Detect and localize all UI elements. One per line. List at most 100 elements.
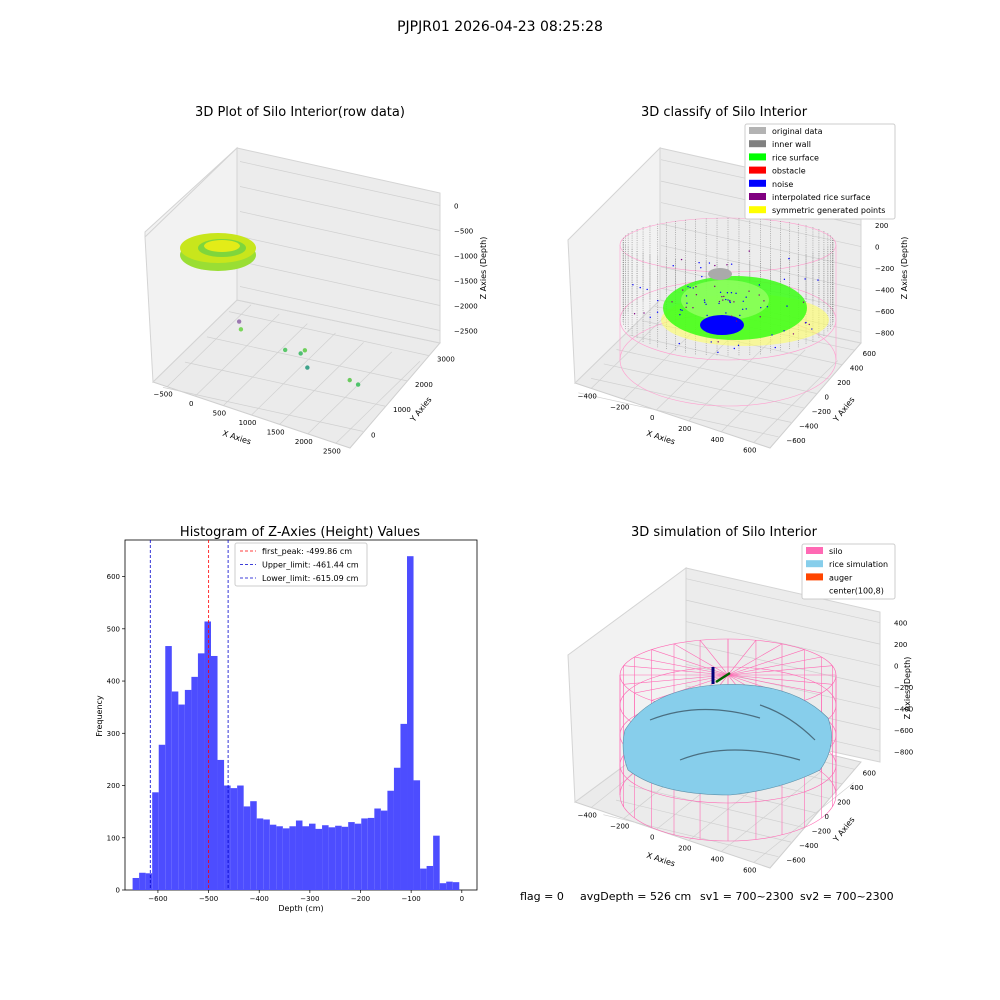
panel2-xtick: 0: [650, 414, 654, 422]
panel2-legend-swatch: [749, 166, 766, 174]
histogram-xtick: 0: [460, 895, 464, 903]
histogram-bar: [165, 646, 172, 890]
histogram-bar: [335, 825, 342, 890]
histogram-bar: [452, 882, 460, 890]
panel2-noise-point: [733, 301, 735, 303]
footer-sv2: sv2 = 700~2300: [800, 890, 894, 903]
histogram-bar: [413, 780, 421, 890]
panel4-ztick: 200: [894, 641, 907, 649]
panel4-ytick: −400: [799, 842, 818, 850]
panel1-title: 3D Plot of Silo Interior(row data): [195, 105, 405, 120]
panel4-xtick: 200: [678, 845, 691, 853]
histogram-bar: [341, 826, 349, 890]
panel-classify-3d: 3D classify of Silo Interior −400 −200 0 20…: [567, 105, 909, 455]
panel2-ytick: −400: [799, 422, 818, 430]
panel4-surface-shading: [649, 704, 816, 761]
panel1-outlier-point: [282, 347, 288, 353]
histogram-bar: [282, 828, 290, 890]
panel2-noise-point: [717, 351, 719, 354]
panel2-xtick: −200: [610, 403, 629, 411]
histogram-xtick: −400: [250, 895, 269, 903]
panel4-legend-swatch: [806, 560, 823, 568]
panel4-zlabel: Z Axies (Depth): [903, 657, 912, 720]
panel2-noise-point: [739, 314, 741, 317]
panel3-vlines: [149, 540, 229, 890]
panel2-legend-label: symmetric generated points: [772, 206, 885, 215]
panel2-noise-point: [657, 299, 659, 302]
panel1-ring-inner-top: [204, 240, 240, 252]
histogram-bar: [328, 827, 336, 890]
histogram-bar: [276, 826, 283, 890]
panel4-ztick: −800: [894, 748, 913, 756]
panel3-ylabel: Frequency: [95, 695, 104, 737]
panel2-noise-point: [723, 318, 725, 321]
panel1-ytick: 2000: [415, 381, 433, 389]
panel2-noise-point: [714, 285, 716, 288]
panel2-noise-point: [672, 265, 674, 267]
panel2-noise-point: [719, 291, 722, 294]
panel2-noise-point: [704, 301, 706, 304]
panel2-noise-point: [811, 328, 813, 330]
histogram-legend-label: first_peak: -499.86 cm: [262, 547, 352, 556]
panel2-noise-point: [680, 258, 683, 261]
panel2-noise-point: [760, 306, 762, 309]
panel2-noise-point: [792, 333, 795, 335]
panel2-noise-point: [717, 341, 719, 343]
panel1-ring-points: [180, 233, 256, 271]
panel4-ytick: −200: [812, 828, 831, 836]
panel2-noise-point: [726, 292, 729, 294]
panel2-noise-point: [678, 342, 680, 345]
panel2-noise-point: [742, 300, 744, 302]
footer-flag: flag = 0: [520, 890, 564, 903]
panel2-noise-point: [695, 285, 697, 288]
panel4-xtick: −400: [578, 812, 597, 820]
panel2-xtick: −400: [578, 392, 597, 400]
histogram-xtick: −600: [148, 895, 167, 903]
panel2-noise-point: [788, 257, 790, 260]
panel2-noise-point: [711, 316, 713, 319]
panel4-xtick: 600: [743, 867, 756, 875]
panel2-ytick: 0: [825, 394, 829, 402]
panel2-noise-point: [679, 314, 681, 316]
panel2-legend-label: original data: [772, 127, 823, 136]
panel2-legend-swatch: [749, 206, 766, 214]
histogram-bar: [407, 556, 414, 890]
panel2-noise-point: [698, 261, 700, 264]
panel2-legend-label: interpolated rice surface: [772, 193, 870, 202]
histogram-bar: [322, 825, 329, 890]
panel2-noise-point: [805, 321, 807, 324]
panel2-rice-surface-inner: [681, 280, 769, 320]
panel4-ztick: 400: [894, 620, 907, 628]
panel2-noise-point: [758, 294, 760, 296]
panel2-ztick: −200: [875, 265, 894, 273]
panel2-noise-point: [771, 334, 773, 336]
panel1-xtick: 500: [213, 410, 226, 418]
panel2-noise-point: [729, 301, 731, 303]
panel4-title: 3D simulation of Silo Interior: [631, 525, 818, 540]
figure-suptitle: PJPJR01 2026-04-23 08:25:28: [397, 19, 603, 35]
histogram-bar: [152, 792, 159, 890]
panel2-ytick: 200: [837, 379, 850, 387]
histogram-bar: [158, 744, 166, 890]
panel2-noise-point: [718, 300, 721, 303]
panel2-original-cluster: [708, 268, 732, 280]
panel2-noise-point: [726, 264, 728, 266]
panel1-outlier-point: [238, 327, 244, 332]
histogram-xtick: −300: [300, 895, 319, 903]
histogram-bar: [354, 823, 362, 890]
panel2-noise-point: [733, 347, 736, 350]
panel1-xtick: 2500: [323, 447, 341, 455]
histogram-bar: [269, 824, 277, 890]
panel2-noise-point: [730, 292, 733, 294]
panel1-zlabel: Z Axies (Depth): [479, 237, 488, 300]
panel-raw-3d-plot: 3D Plot of Silo Interior(row data) −500 0…: [144, 105, 488, 455]
panel1-ytick: 3000: [437, 356, 455, 364]
panel2-noise-point: [783, 278, 786, 281]
panel1-ztick: 0: [454, 203, 458, 211]
panel-histogram: Histogram of Z-Axies (Height) Values −60…: [95, 525, 478, 913]
panel2-zlabel: Z Axies (Depth): [900, 237, 909, 300]
panel2-noise-cluster: [700, 315, 744, 335]
histogram-bar: [145, 873, 153, 890]
panel2-title: 3D classify of Silo Interior: [641, 105, 808, 120]
panel2-noise-point: [721, 295, 723, 298]
